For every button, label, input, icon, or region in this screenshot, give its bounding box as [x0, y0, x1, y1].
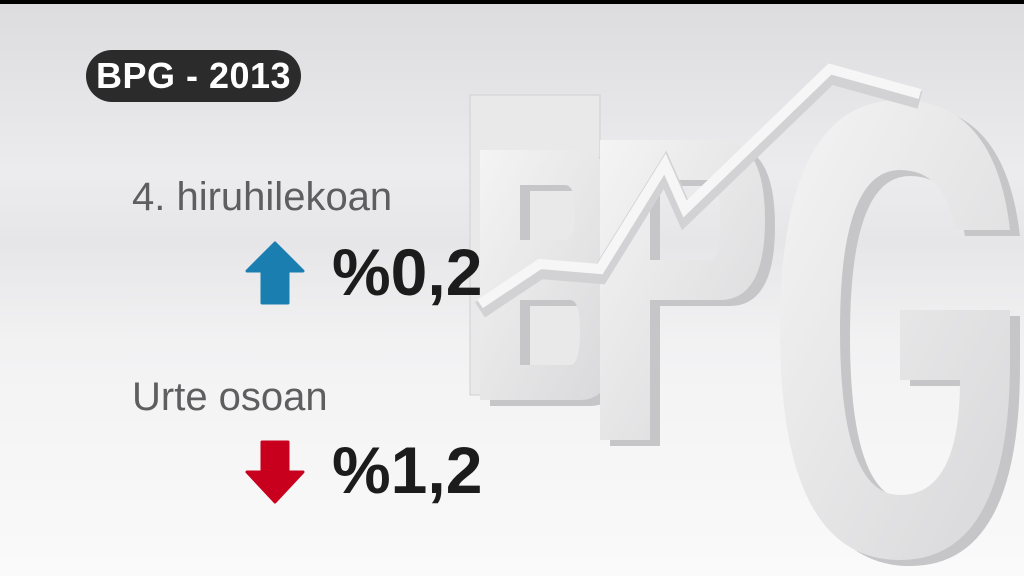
top-border [0, 0, 1024, 4]
title-badge: BPG - 2013 [86, 50, 301, 102]
arrow-up-icon [245, 241, 305, 305]
quarter-label: 4. hiruhilekoan [132, 175, 393, 219]
arrow-down-icon [245, 440, 305, 504]
year-label: Urte osoan [132, 375, 328, 419]
letter-g [780, 100, 1010, 560]
trend-line-highlight [477, 63, 922, 309]
quarter-value: %0,2 [332, 235, 483, 309]
bpg-3d-artwork [469, 63, 1020, 566]
year-value: %1,2 [332, 433, 483, 507]
